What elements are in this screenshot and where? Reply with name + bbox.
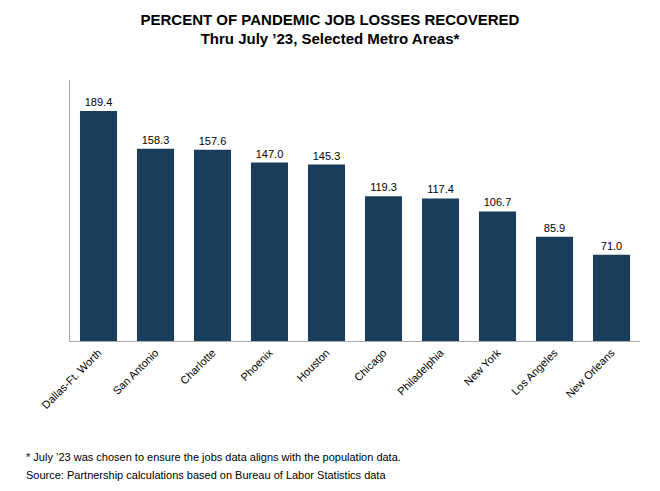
svg-text:Dallas-Ft. Worth: Dallas-Ft. Worth: [39, 347, 104, 412]
svg-text:Los Angeles: Los Angeles: [509, 346, 560, 397]
svg-text:New York: New York: [461, 346, 503, 388]
svg-text:147.0: 147.0: [256, 148, 284, 160]
svg-text:119.3: 119.3: [370, 181, 397, 193]
svg-text:145.3: 145.3: [313, 150, 341, 162]
svg-text:Chicago: Chicago: [352, 347, 389, 384]
svg-text:157.6: 157.6: [199, 135, 227, 147]
svg-text:117.4: 117.4: [427, 183, 454, 195]
svg-text:Phoenix: Phoenix: [238, 346, 275, 383]
svg-text:158.3: 158.3: [142, 134, 170, 146]
svg-text:New Orleans: New Orleans: [563, 346, 617, 400]
svg-text:Houston: Houston: [294, 347, 331, 384]
svg-text:Charlotte: Charlotte: [178, 347, 218, 387]
svg-text:Source: Partnership calculatio: Source: Partnership calculations based o…: [26, 469, 386, 481]
svg-text:* July ’23 was chosen to ensur: * July ’23 was chosen to ensure the jobs…: [26, 451, 401, 463]
svg-text:85.9: 85.9: [544, 222, 565, 234]
svg-text:San Antonio: San Antonio: [110, 347, 160, 397]
svg-text:106.7: 106.7: [484, 196, 512, 208]
svg-text:71.0: 71.0: [601, 240, 622, 252]
svg-text:PERCENT OF PANDEMIC JOB LOSSES: PERCENT OF PANDEMIC JOB LOSSES RECOVERED…: [141, 11, 520, 48]
svg-text:Philadelphia: Philadelphia: [395, 346, 446, 397]
svg-text:189.4: 189.4: [85, 96, 113, 108]
